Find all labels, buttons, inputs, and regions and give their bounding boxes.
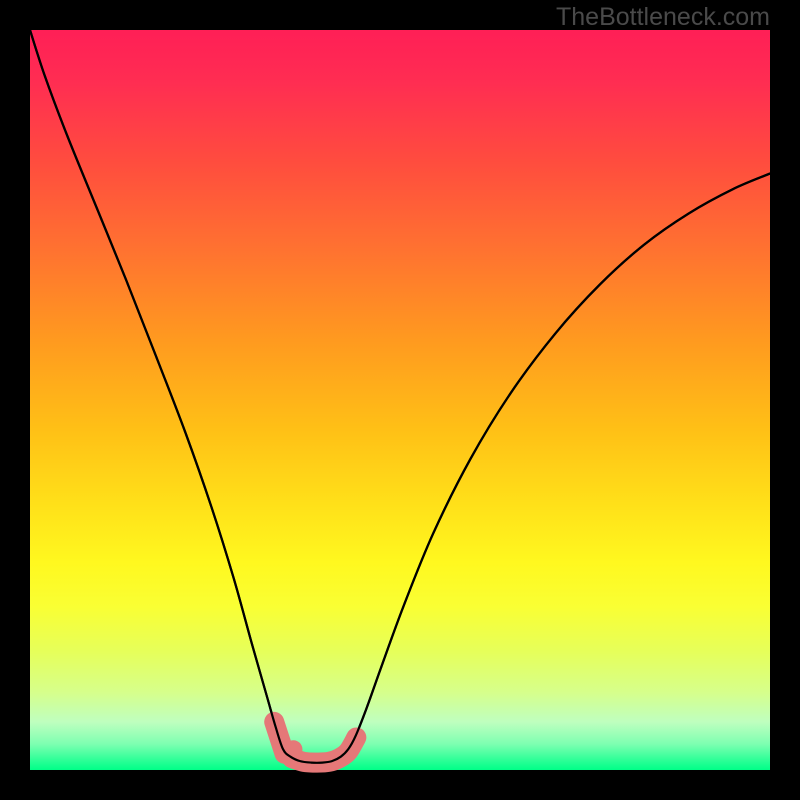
chart-frame: TheBottleneck.com [0,0,800,800]
plot-area [30,30,770,770]
bottleneck-curve-top [30,30,770,763]
bottleneck-curve [30,30,770,763]
watermark-text: TheBottleneck.com [556,3,770,32]
curve-layer [30,30,770,770]
